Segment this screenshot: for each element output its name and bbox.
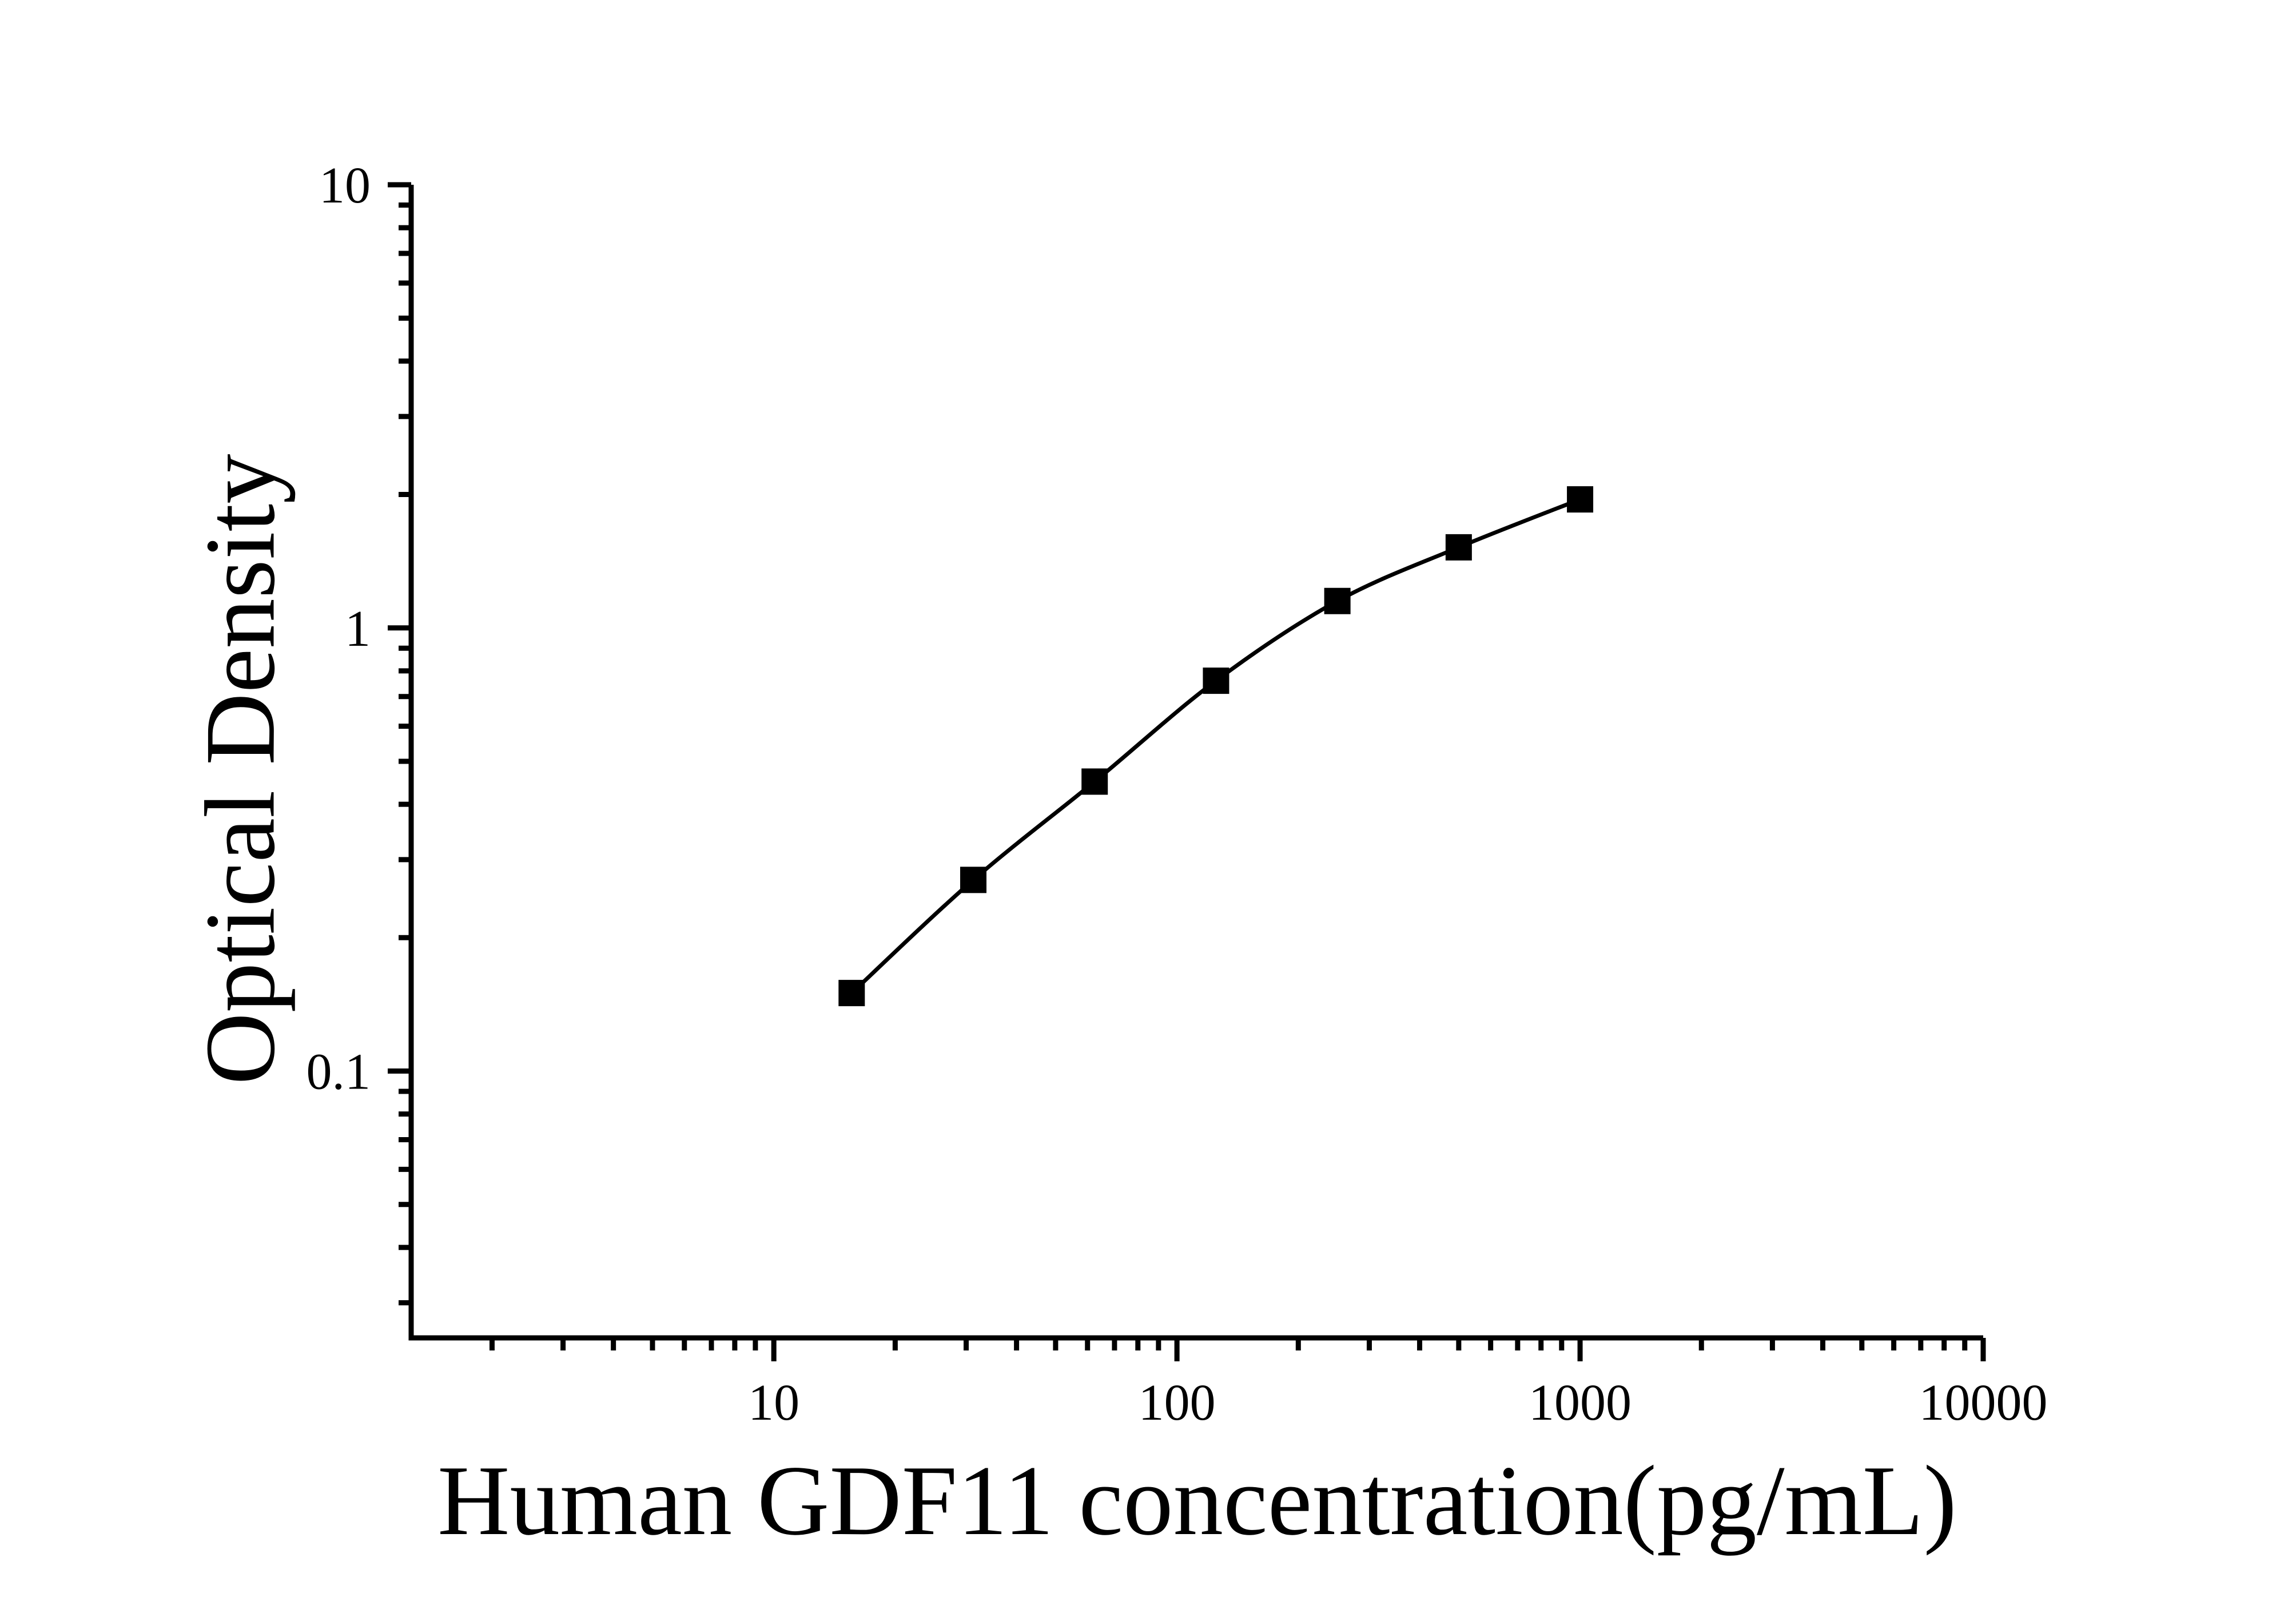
data-point-marker	[1081, 768, 1108, 795]
x-tick-label: 10	[748, 1374, 799, 1431]
data-point-marker	[960, 867, 987, 893]
y-tick-label: 1	[345, 601, 371, 657]
data-point-marker	[838, 980, 865, 1007]
x-tick-label: 100	[1139, 1374, 1216, 1431]
data-point-marker	[1203, 668, 1229, 694]
y-axis-title: Optical Density	[184, 454, 296, 1085]
axis-frame	[408, 185, 1983, 1341]
data-point-marker	[1324, 587, 1351, 614]
x-axis-title: Human GDF11 concentration(pg/mL)	[437, 1445, 1957, 1556]
y-tick-label: 10	[319, 157, 371, 214]
x-tick-label: 1000	[1529, 1374, 1632, 1431]
x-tick-label: 10000	[1919, 1374, 2048, 1431]
data-point-marker	[1567, 486, 1594, 513]
data-point-marker	[1445, 534, 1472, 561]
standard-curve-line	[850, 497, 1581, 995]
y-tick-label: 0.1	[307, 1044, 371, 1101]
